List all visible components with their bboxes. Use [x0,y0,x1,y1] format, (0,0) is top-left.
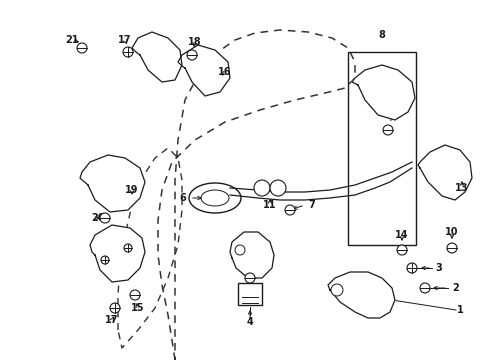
Circle shape [269,180,285,196]
Text: 19: 19 [125,185,139,195]
Polygon shape [327,272,394,318]
Text: 1: 1 [456,305,463,315]
Circle shape [235,245,244,255]
Circle shape [100,213,110,223]
Text: 21: 21 [65,35,79,45]
Polygon shape [178,45,229,96]
Text: 7: 7 [307,200,314,210]
Text: 16: 16 [218,67,231,77]
Text: 11: 11 [263,200,276,210]
Text: 2: 2 [451,283,458,293]
Circle shape [382,125,392,135]
Bar [347,52,415,245]
Circle shape [101,256,109,264]
Text: 15: 15 [131,303,144,313]
Text: 12: 12 [385,83,398,93]
Text: 4: 4 [246,317,253,327]
Text: 17: 17 [118,35,131,45]
Circle shape [130,290,140,300]
Text: 5: 5 [246,263,253,273]
Circle shape [124,244,132,252]
Text: 14: 14 [394,230,408,240]
Polygon shape [80,155,145,212]
Circle shape [446,243,456,253]
Circle shape [110,303,120,313]
Circle shape [123,47,133,57]
Circle shape [396,245,406,255]
Bar [238,283,262,305]
Circle shape [419,283,429,293]
Polygon shape [132,32,182,82]
Circle shape [186,50,197,60]
Text: 13: 13 [454,183,468,193]
Circle shape [244,273,254,283]
Polygon shape [417,145,471,200]
Text: 8: 8 [378,30,385,40]
Circle shape [77,43,87,53]
Text: 10: 10 [445,227,458,237]
Text: 17: 17 [105,315,119,325]
Polygon shape [229,232,273,278]
Text: 6: 6 [179,193,185,203]
Circle shape [330,284,342,296]
Text: 3: 3 [434,263,441,273]
Circle shape [285,205,294,215]
Text: 9: 9 [388,110,395,120]
Text: 20: 20 [91,213,104,223]
Ellipse shape [189,183,241,213]
Polygon shape [351,65,414,120]
Text: 18: 18 [188,37,202,47]
Circle shape [406,263,416,273]
Circle shape [253,180,269,196]
Polygon shape [90,225,145,282]
